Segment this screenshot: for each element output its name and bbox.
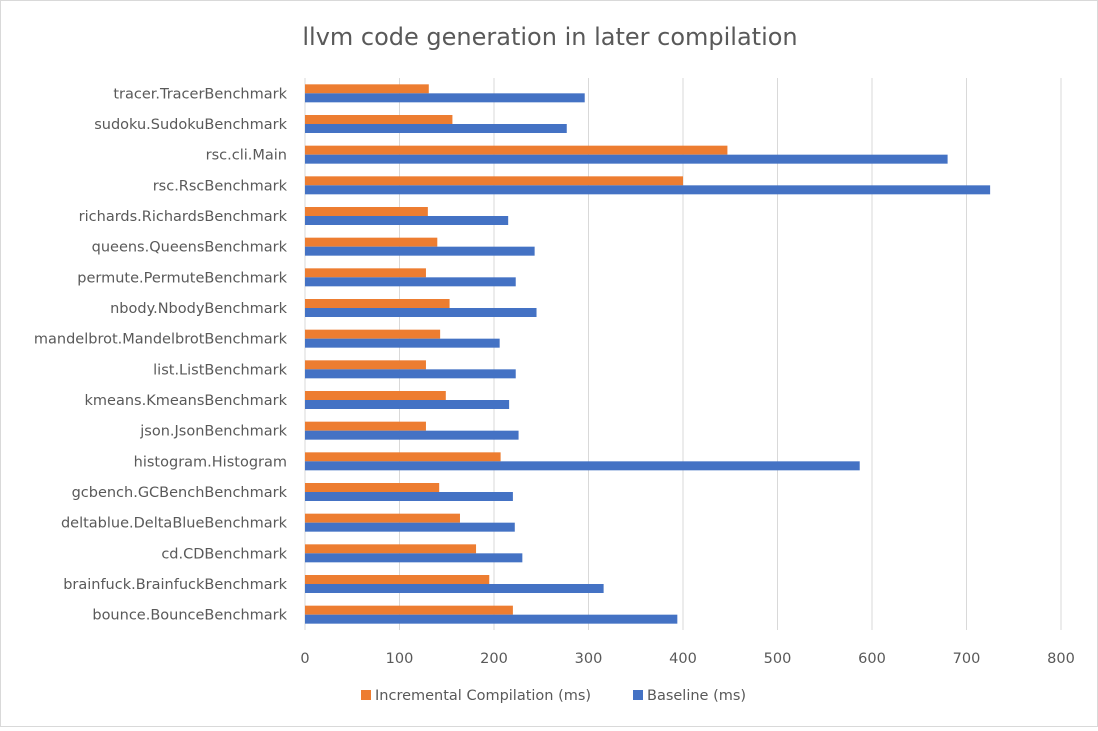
category-label: tracer.TracerBenchmark bbox=[113, 86, 287, 102]
bar-incremental bbox=[305, 452, 501, 462]
bar-incremental bbox=[305, 605, 513, 615]
x-tick-label: 0 bbox=[300, 651, 309, 667]
category-label: rsc.RscBenchmark bbox=[153, 178, 288, 194]
bar-incremental bbox=[305, 84, 429, 94]
bar-baseline bbox=[305, 338, 500, 348]
bar-baseline bbox=[305, 522, 515, 532]
bar-incremental bbox=[305, 575, 490, 584]
bar-incremental bbox=[305, 360, 426, 370]
bar-incremental bbox=[305, 207, 428, 216]
category-label: list.ListBenchmark bbox=[153, 362, 287, 378]
legend-label: Incremental Compilation (ms) bbox=[375, 688, 591, 704]
legend-label: Baseline (ms) bbox=[647, 688, 746, 704]
bar-incremental bbox=[305, 483, 440, 492]
bar-incremental bbox=[305, 391, 446, 400]
category-label: permute.PermuteBenchmark bbox=[77, 270, 287, 286]
category-label: cd.CDBenchmark bbox=[161, 546, 287, 562]
bar-baseline bbox=[305, 308, 537, 317]
bar-baseline bbox=[305, 400, 510, 409]
bar-baseline bbox=[305, 369, 516, 379]
bar-incremental bbox=[305, 421, 426, 431]
x-tick-label: 400 bbox=[669, 651, 697, 667]
category-label: sudoku.SudokuBenchmark bbox=[94, 117, 287, 133]
category-label: deltablue.DeltaBlueBenchmark bbox=[61, 516, 288, 532]
category-label: histogram.Histogram bbox=[134, 454, 287, 470]
bar-baseline bbox=[305, 216, 509, 225]
bars bbox=[305, 84, 991, 624]
bar-incremental bbox=[305, 299, 450, 308]
bar-incremental bbox=[305, 544, 477, 554]
bar-baseline bbox=[305, 492, 513, 501]
x-tick-label: 200 bbox=[480, 651, 508, 667]
category-label: queens.QueensBenchmark bbox=[92, 240, 288, 256]
category-label: bounce.BounceBenchmark bbox=[92, 608, 287, 624]
x-tick-labels: 0 100 200 300 400 500 600 700 800 bbox=[300, 651, 1074, 667]
category-label: kmeans.KmeansBenchmark bbox=[85, 393, 288, 409]
category-label: brainfuck.BrainfuckBenchmark bbox=[63, 577, 287, 593]
bar-baseline bbox=[305, 584, 604, 593]
gridlines bbox=[304, 78, 1062, 630]
bar-baseline bbox=[305, 614, 678, 624]
x-tick-label: 500 bbox=[764, 651, 792, 667]
bar-incremental bbox=[305, 329, 441, 339]
bar-incremental bbox=[305, 145, 728, 155]
bar-incremental bbox=[305, 237, 438, 247]
bar-incremental bbox=[305, 176, 683, 186]
bar-incremental bbox=[305, 268, 426, 278]
legend: Incremental Compilation (ms) Baseline (ms… bbox=[361, 688, 746, 704]
legend-swatch bbox=[633, 690, 643, 700]
category-labels: tracer.TracerBenchmark sudoku.SudokuBench… bbox=[34, 86, 288, 623]
bar-baseline bbox=[305, 430, 519, 440]
bar-incremental bbox=[305, 115, 453, 124]
chart-title: llvm code generation in later compilatio… bbox=[302, 23, 797, 51]
category-label: richards.RichardsBenchmark bbox=[79, 209, 288, 225]
category-label: mandelbrot.MandelbrotBenchmark bbox=[34, 332, 288, 348]
bar-baseline bbox=[305, 124, 567, 133]
bar-baseline bbox=[305, 246, 535, 256]
category-label: gcbench.GCBenchBenchmark bbox=[72, 485, 288, 501]
bar-baseline bbox=[305, 553, 523, 563]
category-label: rsc.cli.Main bbox=[206, 148, 287, 164]
bar-baseline bbox=[305, 93, 585, 103]
bar-baseline bbox=[305, 185, 991, 195]
category-label: json.JsonBenchmark bbox=[139, 424, 287, 440]
x-tick-label: 300 bbox=[575, 651, 603, 667]
x-tick-label: 700 bbox=[953, 651, 981, 667]
category-label: nbody.NbodyBenchmark bbox=[110, 301, 287, 317]
x-tick-label: 100 bbox=[386, 651, 414, 667]
legend-swatch bbox=[361, 690, 371, 700]
bar-baseline bbox=[305, 154, 948, 164]
bar-baseline bbox=[305, 277, 516, 287]
x-tick-label: 800 bbox=[1047, 651, 1075, 667]
bar-incremental bbox=[305, 513, 460, 523]
x-tick-label: 600 bbox=[858, 651, 886, 667]
bar-baseline bbox=[305, 461, 860, 471]
